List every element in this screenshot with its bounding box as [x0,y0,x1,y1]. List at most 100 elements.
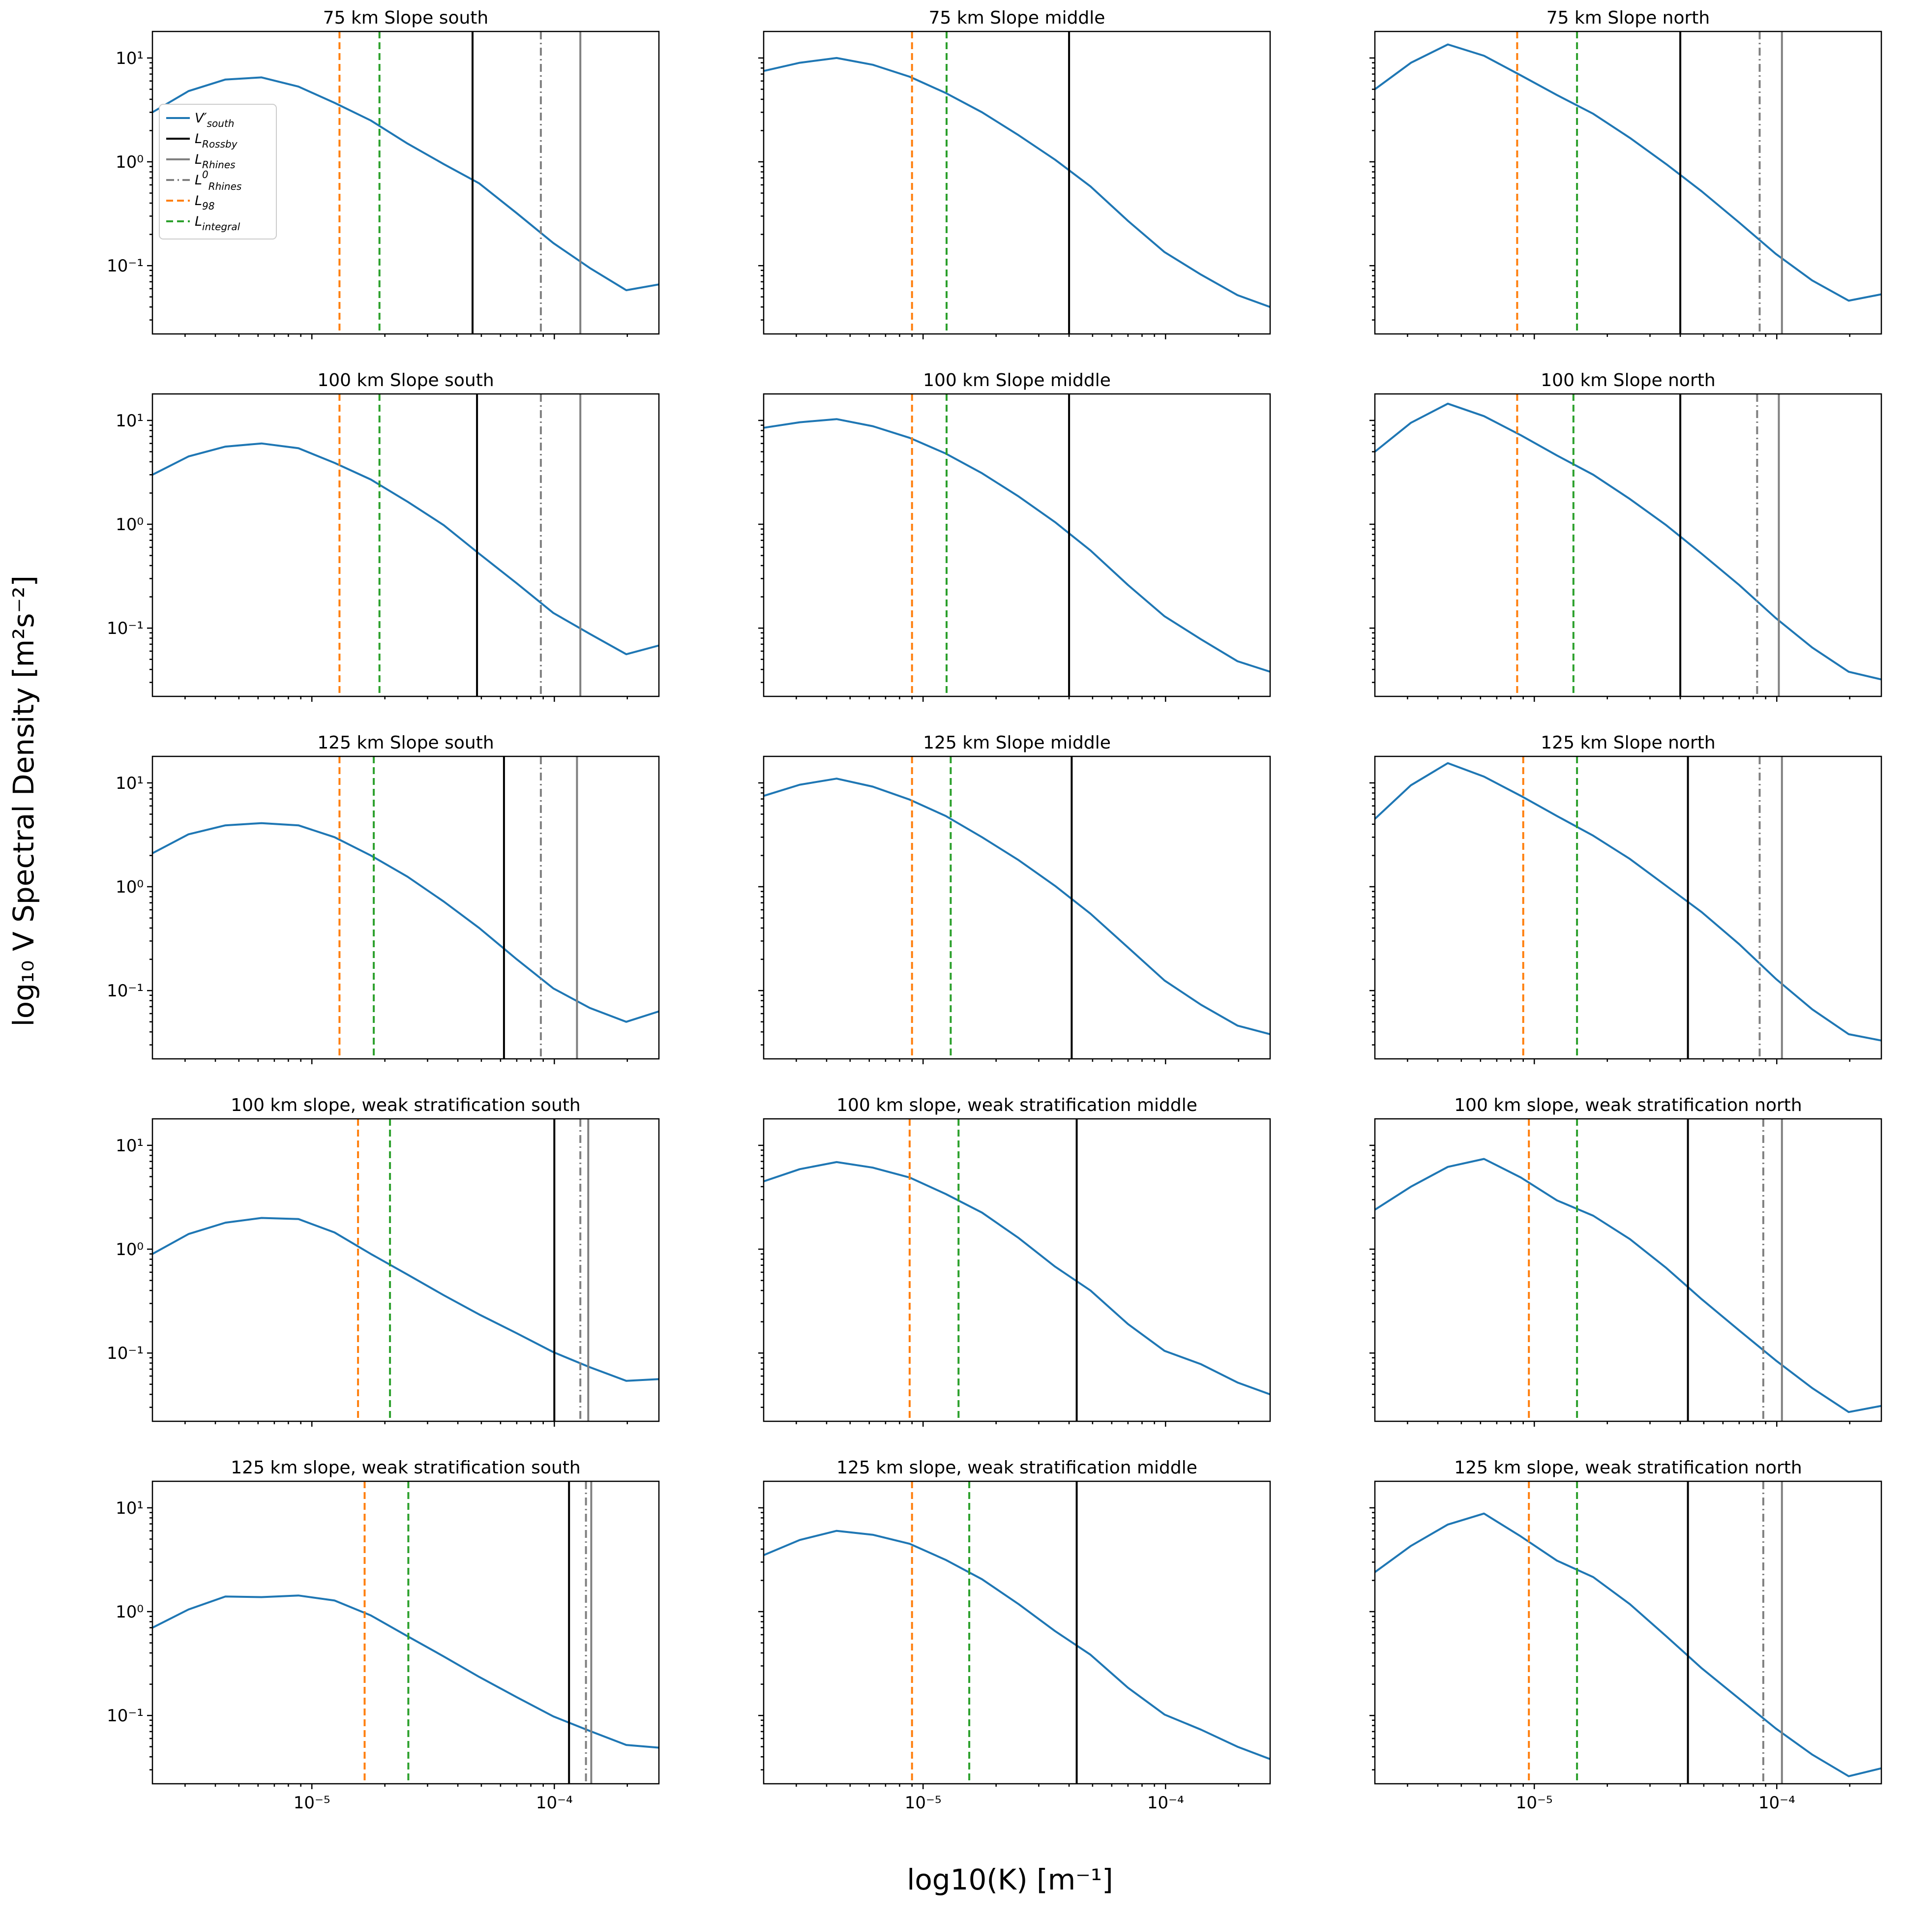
plot-border [763,755,1271,1060]
subplot-11: 100 km slope, weak stratification middle [705,1093,1316,1456]
x-tick-labels: 10⁻⁵ 10⁻⁴ [294,1793,573,1813]
x-ticks [1407,1059,1850,1064]
legend-label: L98 [195,193,215,212]
y-axis-label: log₁₀ V Spectral Density [m²s⁻²] [7,575,40,1027]
subplot-10: 100 km slope, weak stratification south 1… [93,1093,705,1456]
plot-border [1374,1118,1882,1422]
svg-text:10⁻⁵: 10⁻⁵ [294,1793,330,1813]
spectral-density-line [763,1529,1271,1760]
svg-text:10⁻⁴: 10⁻⁴ [536,1793,573,1813]
x-ticks [184,696,628,702]
x-ticks [184,1421,628,1427]
legend-label: L0Rhines [195,169,241,192]
subplot-canvas: 125 km Slope south 10¹ 10⁰ 10⁻¹ [107,733,660,1064]
svg-text:10⁰: 10⁰ [116,1602,144,1622]
subplot-title: 125 km Slope north [1541,733,1715,753]
x-ticks [1407,1784,1850,1789]
subplot-title: 75 km Slope north [1546,8,1710,28]
x-ticks [1407,334,1850,339]
plot-border [151,393,660,697]
subplot-title: 100 km Slope north [1541,370,1715,390]
svg-text:10⁻¹: 10⁻¹ [107,619,144,638]
svg-text:10⁻¹: 10⁻¹ [107,1344,144,1363]
subplot-1: 75 km Slope south 10¹ 10⁰ 10⁻¹ V′south LRossb… [93,6,705,368]
svg-text:10¹: 10¹ [116,49,144,68]
subplot-title: 100 km slope, weak stratification north [1454,1095,1802,1115]
svg-text:10¹: 10¹ [116,1499,144,1518]
svg-text:10⁻¹: 10⁻¹ [107,256,144,276]
x-ticks [184,334,628,339]
y-ticks [147,57,152,321]
y-tick-labels: 10¹ 10⁰ 10⁻¹ [107,49,144,276]
spectral-density-line [763,57,1271,308]
plot-border [763,1480,1271,1785]
legend-label: Lintegral [195,214,240,233]
x-tick-labels: 10⁻⁵ 10⁻⁴ [1516,1793,1795,1813]
y-tick-labels: 10¹ 10⁰ 10⁻¹ [107,411,144,638]
svg-text:10⁰: 10⁰ [116,152,144,172]
subplot-canvas: 125 km Slope north [1369,733,1882,1064]
x-tick-labels: 10⁻⁵ 10⁻⁴ [905,1793,1184,1813]
subplot-7: 125 km Slope south 10¹ 10⁰ 10⁻¹ [93,731,705,1093]
subplot-8: 125 km Slope middle [705,731,1316,1093]
spectral-density-line [1374,1512,1882,1777]
legend-label: LRhines [195,152,236,171]
x-ticks [796,1421,1239,1427]
y-ticks [147,420,152,683]
x-ticks [796,1059,1239,1064]
subplot-6: 100 km Slope north [1316,368,1927,731]
plot-border [1374,393,1882,697]
y-ticks [758,420,764,683]
subplot-title: 100 km slope, weak stratification middle [836,1095,1197,1115]
subplot-canvas: 125 km slope, weak stratification south 1… [107,1458,660,1813]
y-tick-labels: 10¹ 10⁰ 10⁻¹ [107,774,144,1001]
spectral-density-line [1374,402,1882,681]
y-ticks [1369,57,1375,321]
legend-label: V′south [195,111,234,129]
svg-text:10⁻⁴: 10⁻⁴ [1758,1793,1795,1813]
plot-border [151,1480,660,1785]
y-ticks [1369,1507,1375,1770]
subplot-canvas: 100 km Slope north [1369,370,1882,702]
subplot-canvas: 125 km Slope middle [758,733,1271,1064]
svg-text:10¹: 10¹ [116,1136,144,1156]
subplot-canvas: 100 km Slope middle [758,370,1271,702]
subplot-2: 75 km Slope middle [705,6,1316,368]
x-ticks [184,1784,628,1789]
y-tick-labels: 10¹ 10⁰ 10⁻¹ [107,1136,144,1363]
spectral-density-line [152,442,659,656]
subplot-title: 125 km slope, weak stratification north [1454,1458,1802,1478]
spectral-density-line [152,1594,659,1749]
spectral-density-line [152,822,659,1023]
subplot-grid: 75 km Slope south 10¹ 10⁰ 10⁻¹ V′south LRossb… [93,6,1927,1818]
y-ticks [758,1507,764,1770]
spectral-density-line [151,76,659,292]
spectral-density-line [1374,43,1882,302]
subplot-title: 125 km Slope south [317,733,494,753]
subplot-title: 125 km slope, weak stratification south [231,1458,580,1478]
y-ticks [147,782,152,1046]
subplot-14: 125 km slope, weak stratification middle… [705,1456,1316,1818]
subplot-3: 75 km Slope north [1316,6,1927,368]
x-ticks [184,1059,628,1064]
subplot-title: 100 km slope, weak stratification south [231,1095,580,1115]
plot-border [763,30,1271,335]
x-ticks [1407,1421,1850,1427]
y-tick-labels: 10¹ 10⁰ 10⁻¹ [107,1499,144,1726]
plot-border [1374,1480,1882,1785]
spectral-density-line [1374,762,1882,1042]
spectral-density-line [763,778,1271,1035]
y-ticks [147,1507,152,1770]
svg-text:10¹: 10¹ [116,774,144,793]
x-ticks [796,334,1239,339]
spectral-density-line [763,1161,1271,1396]
spectral-density-line [1374,1158,1882,1413]
subplot-canvas: 100 km Slope south 10¹ 10⁰ 10⁻¹ [107,370,660,702]
spectral-density-line [152,1217,659,1382]
subplot-canvas: 100 km slope, weak stratification south 1… [107,1095,660,1427]
subplot-canvas: 75 km Slope middle [758,8,1271,339]
y-ticks [1369,420,1375,683]
x-ticks [796,696,1239,702]
subplot-5: 100 km Slope middle [705,368,1316,731]
